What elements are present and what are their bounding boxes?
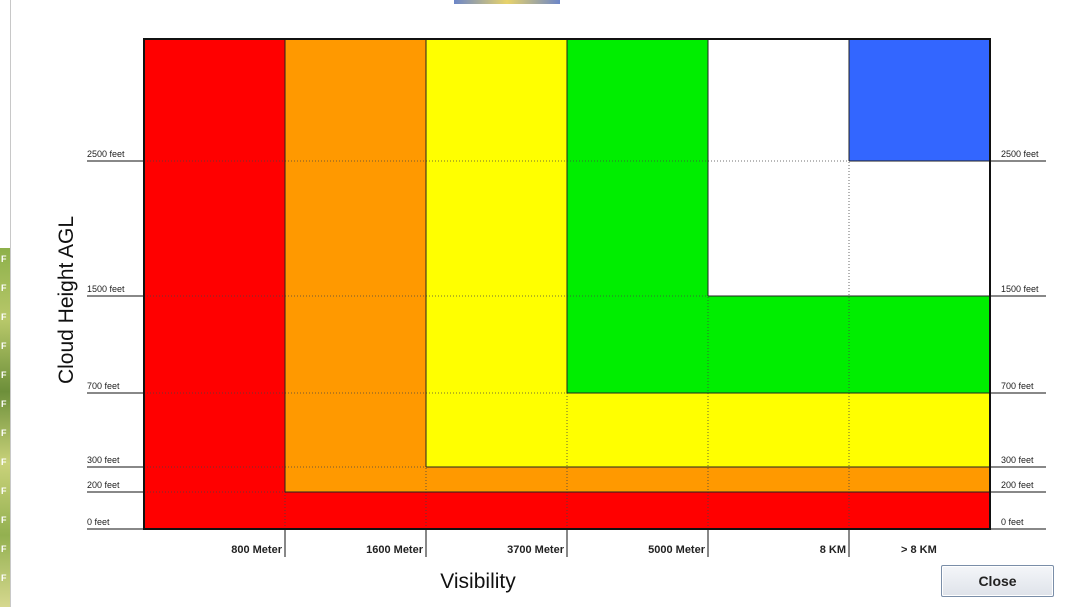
- heat-cell: [849, 161, 990, 296]
- background-window-strip: F F F F F F F F F F F F: [0, 248, 12, 607]
- y-level-label-left: 0 feet: [87, 517, 110, 527]
- heat-cell: [426, 161, 567, 296]
- heat-cell: [426, 492, 567, 529]
- heat-cell: [144, 161, 285, 296]
- heat-cell: [285, 39, 426, 161]
- strip-letter: F: [1, 254, 7, 264]
- x-tick-label: 1600 Meter: [366, 544, 424, 556]
- window-icon: [454, 0, 560, 4]
- y-level-label-right: 0 feet: [1001, 517, 1024, 527]
- heat-cell: [849, 296, 990, 393]
- heat-cell: [285, 492, 426, 529]
- heat-cell: [144, 492, 285, 529]
- strip-letter: F: [1, 370, 7, 380]
- x-tick-label: 5000 Meter: [648, 544, 706, 556]
- y-level-label-right: 700 feet: [1001, 381, 1034, 391]
- y-level-label-left: 1500 feet: [87, 284, 125, 294]
- y-level-label-left: 2500 feet: [87, 149, 125, 159]
- y-level-label-right: 200 feet: [1001, 480, 1034, 490]
- visibility-cloud-dialog: 0 feet 0 feet 200 feet 200 feet 300 feet 300 …: [10, 0, 1068, 607]
- heat-cell: [567, 161, 708, 296]
- strip-letter: F: [1, 312, 7, 322]
- x-axis-title: Visibility: [440, 570, 516, 593]
- heat-cell: [144, 39, 285, 161]
- heat-cell: [144, 296, 285, 393]
- strip-letter: F: [1, 515, 7, 525]
- y-level-label-right: 300 feet: [1001, 455, 1034, 465]
- heat-cell: [285, 467, 426, 492]
- heat-cell: [849, 467, 990, 492]
- strip-letter: F: [1, 544, 7, 554]
- y-level-label-left: 300 feet: [87, 455, 120, 465]
- heat-cell: [285, 393, 426, 467]
- heat-cell: [426, 39, 567, 161]
- heat-cell: [708, 393, 849, 467]
- strip-letter: F: [1, 341, 7, 351]
- heat-cell: [285, 161, 426, 296]
- strip-letter: F: [1, 283, 7, 293]
- heat-cell: [708, 161, 849, 296]
- heat-cell: [426, 393, 567, 467]
- heat-cell: [285, 296, 426, 393]
- close-button[interactable]: Close: [941, 565, 1054, 597]
- heat-cell: [567, 492, 708, 529]
- heat-cell: [567, 39, 708, 161]
- heat-cell: [144, 393, 285, 467]
- strip-letter: F: [1, 399, 7, 409]
- heat-cell: [849, 492, 990, 529]
- y-axis-title: Cloud Height AGL: [55, 215, 78, 385]
- x-tick-label: 800 Meter: [231, 544, 282, 556]
- heat-cell: [708, 492, 849, 529]
- heat-cell: [426, 296, 567, 393]
- y-level-label-left: 200 feet: [87, 480, 120, 490]
- y-level-label-right: 1500 feet: [1001, 284, 1039, 294]
- heat-cell: [426, 467, 567, 492]
- x-tick-label: 8 KM: [820, 544, 846, 556]
- heat-cell: [144, 467, 285, 492]
- visibility-cloud-chart: 0 feet 0 feet 200 feet 200 feet 300 feet 300 …: [87, 38, 1046, 557]
- heat-cell: [567, 467, 708, 492]
- strip-letter: F: [1, 486, 7, 496]
- strip-letter: F: [1, 573, 7, 583]
- x-tick-label: > 8 KM: [901, 544, 937, 556]
- heat-cell: [849, 393, 990, 467]
- y-level-label-right: 2500 feet: [1001, 149, 1039, 159]
- heat-cell: [567, 296, 708, 393]
- y-level-label-left: 700 feet: [87, 381, 120, 391]
- heat-cell: [849, 39, 990, 161]
- heat-cell: [708, 467, 849, 492]
- heat-cell: [708, 296, 849, 393]
- strip-letter: F: [1, 457, 7, 467]
- strip-letter: F: [1, 428, 7, 438]
- heat-cell: [567, 393, 708, 467]
- x-tick-label: 3700 Meter: [507, 544, 565, 556]
- heat-cell: [708, 39, 849, 161]
